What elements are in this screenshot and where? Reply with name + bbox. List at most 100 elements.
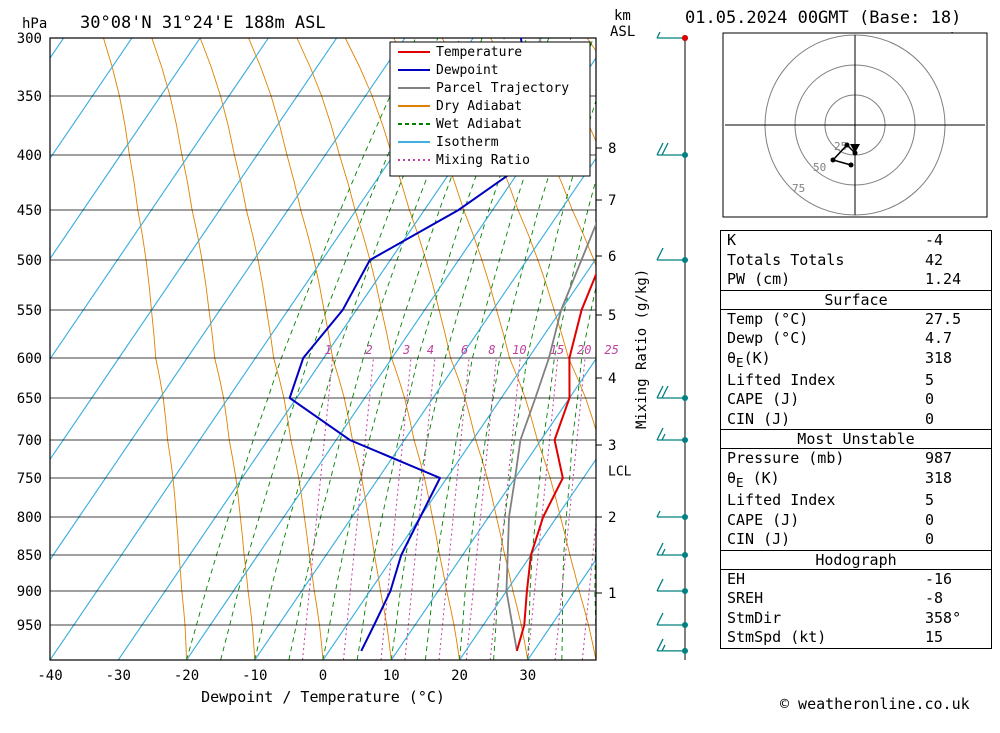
km-tick: 8 xyxy=(608,141,616,157)
pressure-tick: 900 xyxy=(17,584,42,600)
pressure-tick: 850 xyxy=(17,548,42,564)
table-value: 15 xyxy=(925,628,985,648)
pressure-tick: 800 xyxy=(17,510,42,526)
table-label: Totals Totals xyxy=(727,251,925,271)
pressure-tick: 400 xyxy=(17,148,42,164)
temp-tick: 30 xyxy=(519,668,536,684)
legend-label: Dry Adiabat xyxy=(436,99,522,114)
table-label: θE(K) xyxy=(727,349,925,371)
mixing-ratio-label: 4 xyxy=(427,343,434,357)
table-label: CIN (J) xyxy=(727,530,925,550)
km-label-2: ASL xyxy=(610,24,635,40)
table-value: 318 xyxy=(925,469,985,491)
chart-title: 30°08'N 31°24'E 188m ASL xyxy=(80,13,326,33)
temp-tick: -40 xyxy=(37,668,62,684)
km-tick: 6 xyxy=(608,249,616,265)
pressure-tick: 550 xyxy=(17,303,42,319)
km-tick: 4 xyxy=(608,371,616,387)
wind-barb xyxy=(657,428,685,440)
table-label: SREH xyxy=(727,589,925,609)
x-axis-label: Dewpoint / Temperature (°C) xyxy=(201,688,445,706)
datetime-label: 01.05.2024 00GMT (Base: 18) xyxy=(685,8,961,28)
table-header: Surface xyxy=(721,290,991,310)
table-value: 42 xyxy=(925,251,985,271)
mixing-ratio-axis-label: Mixing Ratio (g/kg) xyxy=(634,269,650,429)
legend-label: Dewpoint xyxy=(436,63,499,78)
pressure-tick: 700 xyxy=(17,433,42,449)
temp-tick: -30 xyxy=(106,668,131,684)
mixing-ratio-label: 8 xyxy=(488,343,495,357)
pressure-tick: 450 xyxy=(17,203,42,219)
mixing-ratio-label: 10 xyxy=(512,343,526,357)
table-label: CIN (J) xyxy=(727,410,925,430)
table-value: 358° xyxy=(925,609,985,629)
wind-barb xyxy=(657,143,685,155)
temp-tick: 10 xyxy=(383,668,400,684)
legend: TemperatureDewpointParcel TrajectoryDry … xyxy=(390,42,590,176)
table-value: 1.24 xyxy=(925,270,985,290)
mixing-ratio-label: 1 xyxy=(325,343,332,357)
km-tick: 5 xyxy=(608,308,616,324)
pressure-tick: 500 xyxy=(17,253,42,269)
wind-barb xyxy=(657,639,685,651)
temp-tick: -20 xyxy=(174,668,199,684)
table-label: CAPE (J) xyxy=(727,511,925,531)
table-header: Most Unstable xyxy=(721,429,991,449)
wind-barb xyxy=(657,511,685,517)
pressure-tick: 650 xyxy=(17,391,42,407)
table-value: 27.5 xyxy=(925,310,985,330)
legend-label: Isotherm xyxy=(436,135,499,150)
wind-barb xyxy=(657,543,685,555)
wind-barb xyxy=(657,386,685,398)
table-value: -4 xyxy=(925,231,985,251)
km-tick: 7 xyxy=(608,193,616,209)
mixing-ratio-label: 3 xyxy=(402,343,410,357)
mixing-ratio-label: 2 xyxy=(365,343,372,357)
table-value: 0 xyxy=(925,410,985,430)
hodograph: 255075 xyxy=(723,33,987,217)
indices-table: K-4Totals Totals42PW (cm)1.24SurfaceTemp… xyxy=(720,230,992,649)
wind-barb xyxy=(657,32,685,38)
legend-label: Temperature xyxy=(436,45,522,60)
legend-label: Mixing Ratio xyxy=(436,153,530,168)
pressure-tick: 950 xyxy=(17,618,42,634)
km-tick: 1 xyxy=(608,586,616,602)
hodo-ring-label: 75 xyxy=(792,182,805,195)
table-label: Lifted Index xyxy=(727,491,925,511)
table-label: Temp (°C) xyxy=(727,310,925,330)
pressure-tick: 750 xyxy=(17,471,42,487)
pressure-tick: 600 xyxy=(17,351,42,367)
table-header: Hodograph xyxy=(721,550,991,570)
table-value: -8 xyxy=(925,589,985,609)
table-value: 987 xyxy=(925,449,985,469)
hpa-label: hPa xyxy=(22,16,47,32)
copyright: © weatheronline.co.uk xyxy=(780,695,970,713)
table-label: θE (K) xyxy=(727,469,925,491)
mixing-ratio-label: 25 xyxy=(604,343,618,357)
table-value: 0 xyxy=(925,511,985,531)
table-label: StmDir xyxy=(727,609,925,629)
km-tick: 2 xyxy=(608,510,616,526)
temp-tick: 0 xyxy=(319,668,327,684)
table-label: StmSpd (kt) xyxy=(727,628,925,648)
table-label: Pressure (mb) xyxy=(727,449,925,469)
table-value: 5 xyxy=(925,491,985,511)
table-value: 0 xyxy=(925,390,985,410)
wind-barb xyxy=(657,613,685,625)
lcl-label: LCL xyxy=(608,464,632,479)
hodo-ring-label: 50 xyxy=(813,161,826,174)
table-label: Dewp (°C) xyxy=(727,329,925,349)
pressure-tick: 350 xyxy=(17,89,42,105)
table-value: 318 xyxy=(925,349,985,371)
temp-tick: -10 xyxy=(242,668,267,684)
table-label: EH xyxy=(727,570,925,590)
table-label: CAPE (J) xyxy=(727,390,925,410)
temp-tick: 20 xyxy=(451,668,468,684)
table-value: 0 xyxy=(925,530,985,550)
table-value: 5 xyxy=(925,371,985,391)
mixing-ratio-label: 6 xyxy=(461,343,468,357)
km-tick: 3 xyxy=(608,438,616,454)
wind-barb xyxy=(657,248,685,260)
table-label: K xyxy=(727,231,925,251)
table-value: 4.7 xyxy=(925,329,985,349)
